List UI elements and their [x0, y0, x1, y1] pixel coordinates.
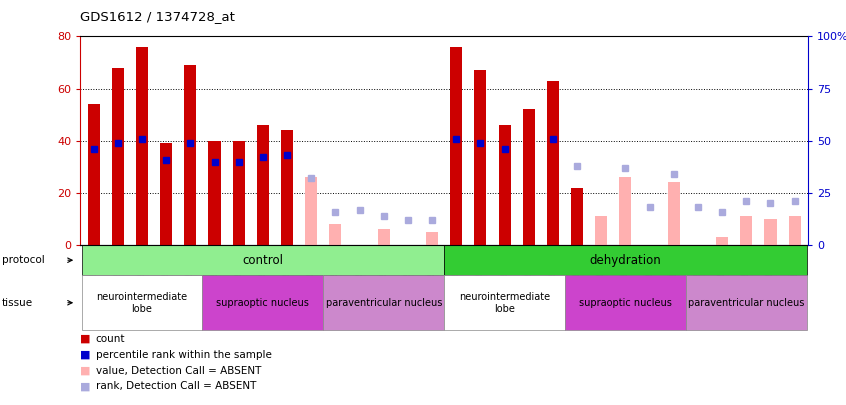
Text: value, Detection Call = ABSENT: value, Detection Call = ABSENT	[96, 366, 261, 375]
Bar	[323, 275, 444, 330]
Text: ■: ■	[80, 366, 91, 375]
Bar	[788, 216, 800, 245]
Bar	[571, 188, 583, 245]
Bar	[377, 229, 390, 245]
Text: ■: ■	[80, 334, 91, 344]
Text: ■: ■	[80, 382, 91, 391]
Bar	[81, 245, 444, 275]
Text: count: count	[96, 334, 125, 344]
Text: supraoptic nucleus: supraoptic nucleus	[217, 298, 310, 308]
Text: paraventricular nucleus: paraventricular nucleus	[326, 298, 442, 308]
Bar	[184, 65, 196, 245]
Bar	[450, 47, 462, 245]
Text: neurointermediate
lobe: neurointermediate lobe	[96, 292, 188, 313]
Bar	[88, 104, 100, 245]
Text: supraoptic nucleus: supraoptic nucleus	[579, 298, 672, 308]
Bar	[765, 219, 777, 245]
Bar	[136, 47, 148, 245]
Bar	[596, 216, 607, 245]
Text: GDS1612 / 1374728_at: GDS1612 / 1374728_at	[80, 10, 235, 23]
Bar	[523, 109, 535, 245]
Bar	[565, 275, 686, 330]
Text: percentile rank within the sample: percentile rank within the sample	[96, 350, 272, 360]
Text: neurointermediate
lobe: neurointermediate lobe	[459, 292, 550, 313]
Bar	[305, 177, 317, 245]
Text: protocol: protocol	[2, 255, 45, 265]
Bar	[686, 275, 807, 330]
Text: paraventricular nucleus: paraventricular nucleus	[688, 298, 805, 308]
Bar	[547, 81, 559, 245]
Text: ■: ■	[80, 350, 91, 360]
Bar	[716, 237, 728, 245]
Bar	[475, 70, 486, 245]
Text: rank, Detection Call = ABSENT: rank, Detection Call = ABSENT	[96, 382, 256, 391]
Bar	[202, 275, 323, 330]
Bar	[281, 130, 293, 245]
Bar	[233, 141, 244, 245]
Bar	[667, 182, 680, 245]
Bar	[444, 275, 565, 330]
Text: control: control	[242, 254, 283, 267]
Bar	[81, 275, 202, 330]
Bar	[619, 177, 631, 245]
Bar	[112, 68, 124, 245]
Bar	[498, 125, 511, 245]
Bar	[160, 143, 173, 245]
Bar	[257, 125, 269, 245]
Bar	[329, 224, 342, 245]
Bar	[740, 216, 752, 245]
Bar	[208, 141, 221, 245]
Bar	[426, 232, 438, 245]
Text: tissue: tissue	[2, 298, 33, 308]
Bar	[444, 245, 807, 275]
Text: dehydration: dehydration	[590, 254, 662, 267]
